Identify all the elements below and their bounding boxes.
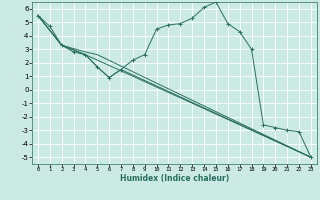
X-axis label: Humidex (Indice chaleur): Humidex (Indice chaleur): [120, 174, 229, 183]
